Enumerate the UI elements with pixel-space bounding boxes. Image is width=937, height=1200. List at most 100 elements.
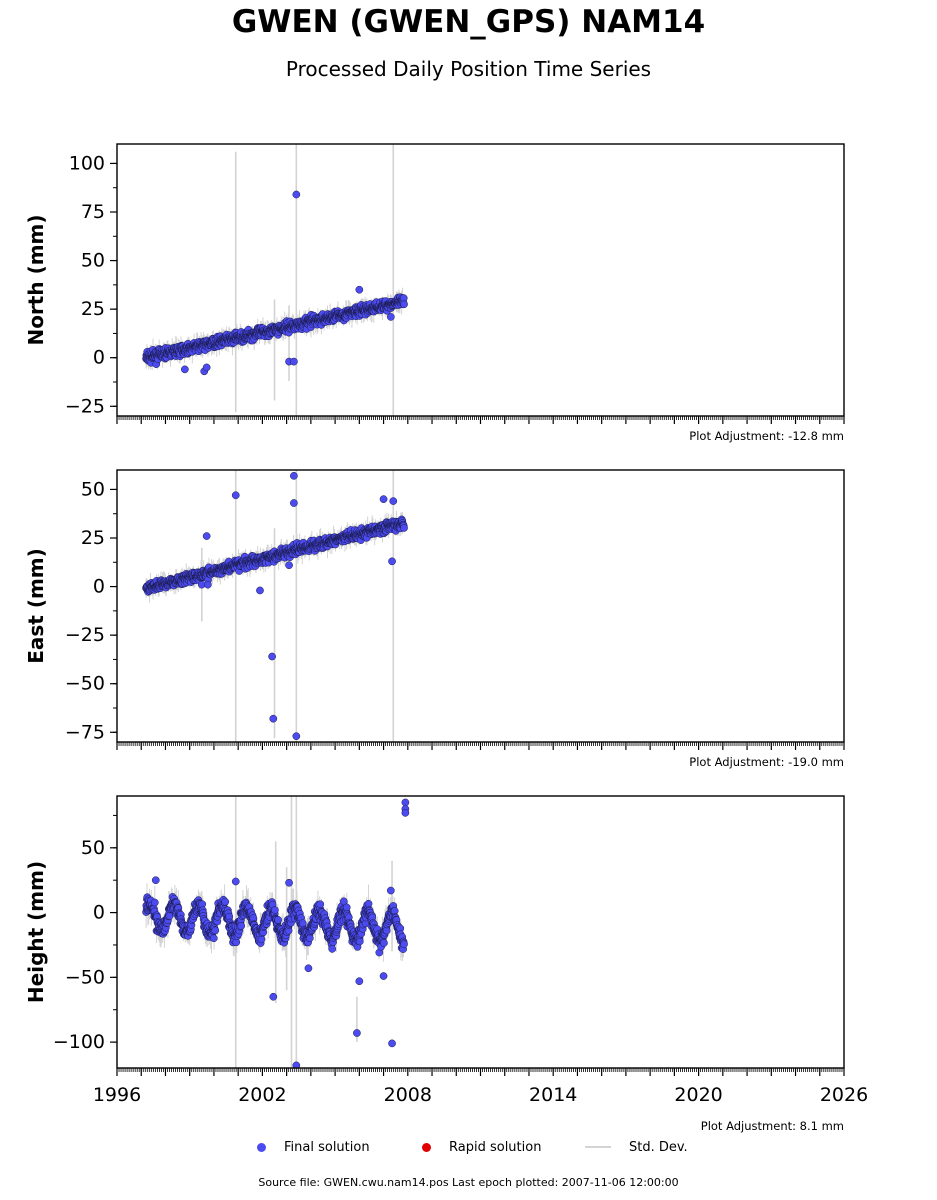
outlier-point <box>231 491 240 500</box>
outlier-point <box>269 992 278 1001</box>
legend-final-label: Final solution <box>284 1139 370 1155</box>
outlier-point <box>355 285 364 294</box>
outlier-point <box>202 363 211 372</box>
data-point <box>316 900 325 909</box>
y-tick-label: −75 <box>65 721 105 743</box>
outlier-point <box>290 499 298 507</box>
y-tick-label: 50 <box>81 837 105 859</box>
y-tick-label: 75 <box>81 201 105 223</box>
legend-final: Final solution <box>257 1136 370 1158</box>
axes-frame <box>116 795 845 1069</box>
outlier-point <box>401 798 410 807</box>
outlier-point <box>292 732 301 741</box>
data-point <box>400 300 408 309</box>
data-point <box>342 903 351 912</box>
y-tick-label: 100 <box>69 152 105 174</box>
data-point <box>274 916 282 924</box>
y-tick-label: −25 <box>65 395 105 417</box>
legend-stddev-label: Std. Dev. <box>629 1139 688 1155</box>
data-point <box>400 524 408 532</box>
y-axis-label: Height (mm) <box>24 861 48 1003</box>
y-tick-label: −25 <box>65 624 105 646</box>
legend: Final solution Rapid solution Std. Dev. <box>0 1136 937 1158</box>
y-tick-label: 0 <box>93 902 105 924</box>
data-point <box>232 938 241 947</box>
y-tick-label: 50 <box>81 250 105 272</box>
outlier-point <box>389 497 398 505</box>
outlier-point <box>285 561 293 570</box>
final-solution-marker <box>257 1142 266 1152</box>
y-tick-label: 0 <box>93 347 105 369</box>
outlier-point <box>268 652 276 661</box>
outlier-point <box>256 586 264 595</box>
panel-1: −75 −50 −25 0 25 50 East (mm) Plot Adjustment: … <box>24 469 845 769</box>
y-axis-label: East (mm) <box>24 548 48 664</box>
outlier-point <box>204 580 212 589</box>
data-point <box>271 906 279 914</box>
chart-subtitle: Processed Daily Position Time Series <box>285 57 652 81</box>
outlier-point <box>304 964 313 973</box>
data-point <box>209 934 218 943</box>
outlier-point <box>290 471 298 480</box>
outlier-point <box>151 876 160 885</box>
plot-adjustment-note: Plot Adjustment: -12.8 mm <box>689 429 844 443</box>
y-tick-label: 50 <box>81 478 105 500</box>
outlier-point <box>386 313 395 321</box>
y-axis-label: North (mm) <box>24 214 48 345</box>
y-tick-label: 25 <box>81 298 105 320</box>
axes-frame <box>116 469 845 743</box>
outlier-point <box>231 877 240 886</box>
outlier-point <box>379 972 388 980</box>
x-tick-label: 2008 <box>384 1084 432 1106</box>
data-point <box>237 922 246 930</box>
outlier-point <box>386 886 395 895</box>
x-tick-label: 2002 <box>238 1084 286 1106</box>
outlier-point <box>292 190 301 199</box>
plot-adjustment-note: Plot Adjustment: -19.0 mm <box>689 755 844 769</box>
outlier-point <box>285 878 293 887</box>
data-point <box>298 919 307 928</box>
data-point <box>221 897 230 906</box>
chart-title: GWEN (GWEN_GPS) NAM14 <box>231 4 706 40</box>
data-point <box>211 926 220 935</box>
data-point <box>305 934 314 943</box>
y-tick-label: −50 <box>65 966 105 988</box>
outlier-point <box>401 808 410 817</box>
legend-stddev: Std. Dev. <box>585 1136 688 1158</box>
outlier-point <box>355 977 364 986</box>
outlier-point <box>290 357 298 366</box>
rapid-solution-marker <box>422 1142 431 1152</box>
panel-0: −25 0 25 50 75 100 North (mm) Plot Adjustment: … <box>24 143 845 443</box>
x-tick-label: 2014 <box>529 1084 577 1106</box>
outlier-point <box>202 532 211 540</box>
outlier-point <box>353 1029 361 1037</box>
data-point <box>328 945 337 953</box>
plot-adjustment-note: Plot Adjustment: 8.1 mm <box>701 1119 844 1133</box>
outlier-point <box>379 495 388 503</box>
data-point <box>165 912 174 920</box>
y-tick-label: 25 <box>81 527 105 549</box>
outlier-point <box>292 1061 301 1068</box>
x-tick-label: 2020 <box>674 1084 722 1106</box>
y-tick-label: −100 <box>53 1031 105 1053</box>
axes-frame <box>116 143 845 417</box>
legend-rapid: Rapid solution <box>422 1136 541 1158</box>
outlier-point <box>181 365 189 374</box>
panel-2: −100 −50 0 50 1996 2002 2008 2014 2020 2026 Height… <box>24 795 868 1133</box>
plot-area <box>142 796 410 1068</box>
x-tick-label: 2026 <box>820 1084 868 1106</box>
x-tick-label: 1996 <box>93 1084 141 1106</box>
y-tick-label: −50 <box>65 673 105 695</box>
y-tick-label: 0 <box>93 576 105 598</box>
plot-area <box>142 470 408 742</box>
data-point <box>400 940 408 949</box>
data-point <box>380 939 388 947</box>
outlier-point <box>269 714 278 723</box>
legend-rapid-label: Rapid solution <box>449 1139 542 1155</box>
plot-area <box>142 144 408 416</box>
source-note: Source file: GWEN.cwu.nam14.pos Last epo… <box>258 1176 679 1189</box>
data-point <box>364 899 373 908</box>
data-point <box>150 898 159 907</box>
